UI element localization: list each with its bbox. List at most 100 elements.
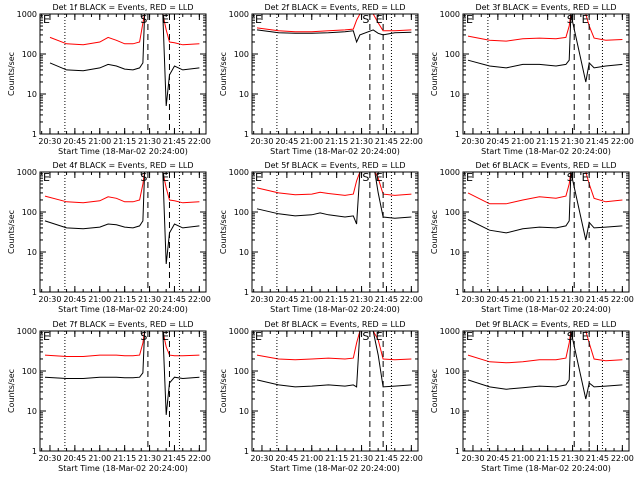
panel-title: Det 9f BLACK = Events, RED = LLD xyxy=(475,320,616,329)
y-tick-label: 100 xyxy=(445,367,460,376)
plot-frame xyxy=(462,13,630,135)
y-tick-label: 1000 xyxy=(17,10,37,19)
y-tick-label: 1000 xyxy=(229,327,249,336)
series-line-lld xyxy=(256,172,412,196)
x-tick-label: 21:45 xyxy=(375,137,398,146)
x-axis-label: Start Time (18-Mar-02 20:24:00) xyxy=(270,305,400,314)
y-tick-label: 1 xyxy=(244,447,249,456)
series-line-events xyxy=(467,14,623,83)
plot-frame xyxy=(39,171,207,293)
plot-frame xyxy=(462,171,630,293)
x-tick-label: 22:00 xyxy=(611,454,634,463)
y-tick-label: 1 xyxy=(32,130,37,139)
x-tick-label: 20:45 xyxy=(486,137,509,146)
marker-label-e-left: E xyxy=(466,171,473,184)
y-tick-label: 10 xyxy=(27,90,37,99)
x-tick-label: 20:45 xyxy=(486,295,509,304)
y-tick-label: 10 xyxy=(239,90,249,99)
plot-frame xyxy=(251,330,419,452)
y-tick-label: 1 xyxy=(455,288,460,297)
x-axis-label: Start Time (18-Mar-02 20:24:00) xyxy=(270,464,400,473)
marker-label-e-left: E xyxy=(255,330,262,343)
series-line-lld xyxy=(467,14,623,42)
x-axis-label: Start Time (18-Mar-02 20:24:00) xyxy=(481,464,611,473)
marker-label-s: S xyxy=(567,330,574,343)
series-line-events xyxy=(44,331,200,415)
x-tick-label: 20:30 xyxy=(38,137,61,146)
y-tick-label: 10 xyxy=(450,248,460,257)
panel-title: Det 7f BLACK = Events, RED = LLD xyxy=(52,320,193,329)
series-line-lld xyxy=(467,331,623,364)
y-axis-label: Counts/sec xyxy=(7,52,16,96)
y-tick-label: 1 xyxy=(244,288,249,297)
x-axis-label: Start Time (18-Mar-02 20:24:00) xyxy=(58,147,188,156)
marker-label-e-left: E xyxy=(466,330,473,343)
marker-label-e-left: E xyxy=(255,13,262,26)
marker-label-e: E xyxy=(582,13,589,26)
series-line-events xyxy=(256,29,412,44)
y-tick-label: 100 xyxy=(445,208,460,217)
x-tick-label: 21:15 xyxy=(325,137,348,146)
marker-label-e-left: E xyxy=(43,330,50,343)
x-tick-label: 21:30 xyxy=(138,295,161,304)
x-axis-label: Start Time (18-Mar-02 20:24:00) xyxy=(270,147,400,156)
x-tick-label: 21:30 xyxy=(561,454,584,463)
marker-label-s: S xyxy=(140,13,147,26)
marker-label-e: E xyxy=(162,13,169,26)
x-tick-label: 20:30 xyxy=(461,137,484,146)
series-line-lld xyxy=(256,331,412,361)
y-tick-label: 100 xyxy=(234,367,249,376)
marker-label-s: S xyxy=(362,171,369,184)
x-tick-label: 22:00 xyxy=(188,295,211,304)
x-tick-label: 21:30 xyxy=(350,137,373,146)
x-tick-label: 20:45 xyxy=(486,454,509,463)
y-tick-label: 1000 xyxy=(229,168,249,177)
x-tick-label: 21:00 xyxy=(511,137,534,146)
x-tick-label: 20:30 xyxy=(38,454,61,463)
x-tick-label: 20:45 xyxy=(63,137,86,146)
marker-label-e-left: E xyxy=(43,13,50,26)
y-tick-label: 1000 xyxy=(440,10,460,19)
y-tick-label: 1000 xyxy=(17,327,37,336)
y-axis-label: Counts/sec xyxy=(219,369,228,413)
x-tick-label: 21:15 xyxy=(536,137,559,146)
marker-label-s: S xyxy=(362,13,369,26)
y-tick-label: 1 xyxy=(32,447,37,456)
x-tick-label: 21:15 xyxy=(325,454,348,463)
x-tick-label: 21:00 xyxy=(300,137,323,146)
y-tick-label: 1 xyxy=(455,447,460,456)
panel-title: Det 4f BLACK = Events, RED = LLD xyxy=(52,161,193,170)
x-tick-label: 21:45 xyxy=(163,454,186,463)
marker-label-e-left: E xyxy=(255,171,262,184)
y-tick-label: 1 xyxy=(455,130,460,139)
panel-title: Det 6f BLACK = Events, RED = LLD xyxy=(475,161,616,170)
y-tick-label: 100 xyxy=(445,50,460,59)
series-line-lld xyxy=(467,172,623,205)
y-tick-label: 1 xyxy=(32,288,37,297)
series-line-lld xyxy=(44,331,200,357)
x-tick-label: 21:30 xyxy=(561,137,584,146)
marker-label-e: E xyxy=(582,171,589,184)
plot-frame xyxy=(39,13,207,135)
series-line-events xyxy=(467,172,623,241)
x-tick-label: 21:15 xyxy=(536,454,559,463)
y-axis-label: Counts/sec xyxy=(7,210,16,254)
x-tick-label: 20:45 xyxy=(275,454,298,463)
y-tick-label: 1000 xyxy=(17,168,37,177)
marker-label-s: S xyxy=(567,13,574,26)
x-tick-label: 20:45 xyxy=(275,295,298,304)
x-tick-label: 21:45 xyxy=(375,295,398,304)
x-tick-label: 21:00 xyxy=(511,295,534,304)
x-tick-label: 21:00 xyxy=(88,295,111,304)
x-tick-label: 22:00 xyxy=(188,137,211,146)
y-tick-label: 10 xyxy=(27,407,37,416)
x-tick-label: 21:30 xyxy=(350,295,373,304)
